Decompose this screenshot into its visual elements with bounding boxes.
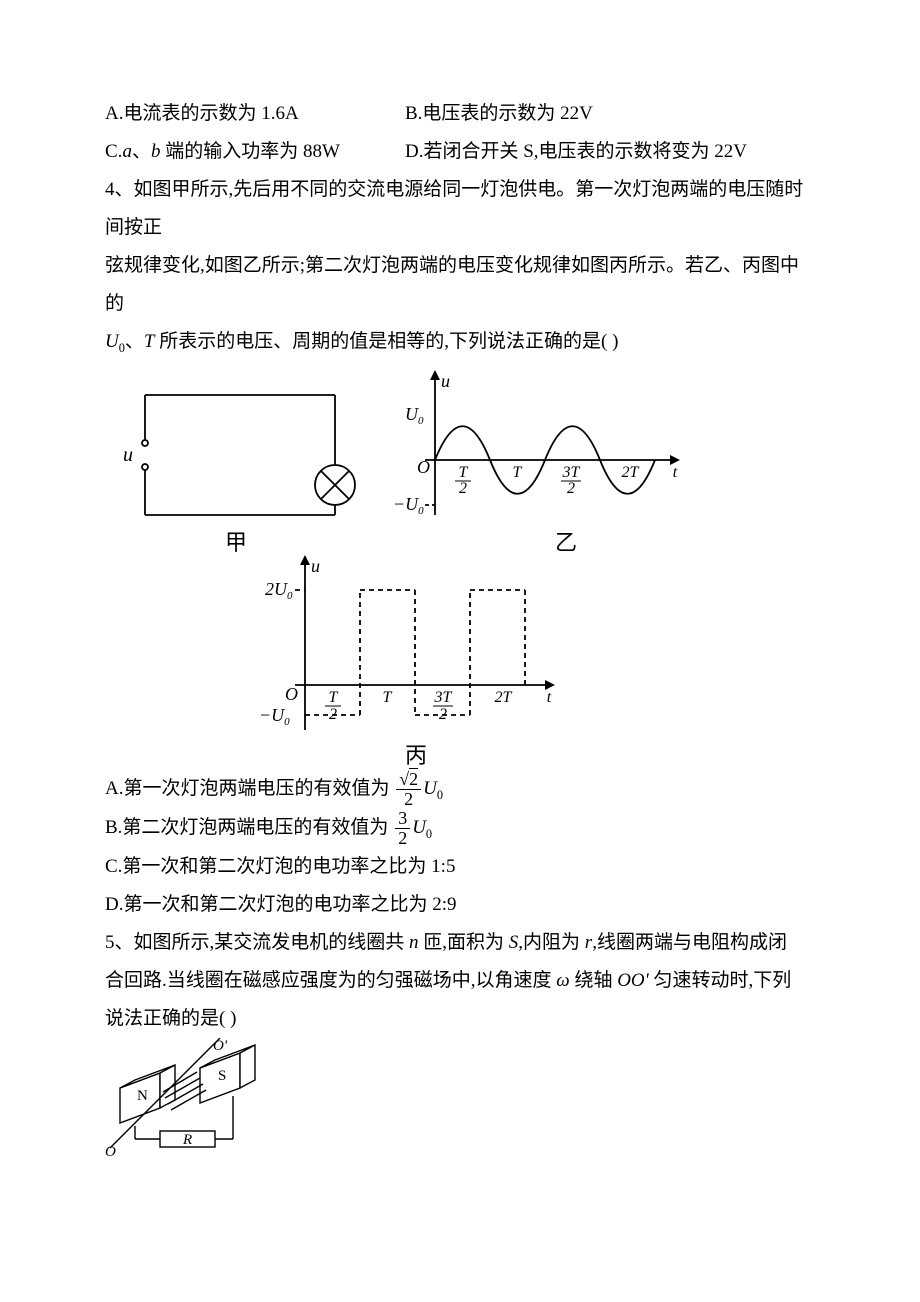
q4-optA: A.第一次灯泡两端电压的有效值为 √2 2 U0 [105, 770, 815, 809]
svg-text:O': O' [213, 1038, 228, 1054]
svg-text:T: T [329, 689, 339, 706]
svg-text:S: S [218, 1068, 226, 1084]
svg-text:2: 2 [329, 706, 337, 723]
q4-optD: D.第一次和第二次灯泡的电功率之比为 2:9 [105, 886, 815, 924]
svg-text:T: T [513, 464, 523, 481]
svg-text:2: 2 [567, 480, 575, 497]
q5-stem-line3: 说法正确的是( ) [105, 1000, 815, 1038]
q5-stem-line1: 5、如图所示,某交流发电机的线圈共 n 匝,面积为 S,内阻为 r,线圈两端与电… [105, 924, 815, 962]
q4-fig-bing: u 2U0 O −U0 T 2 T 3T 2 2T t 丙 [235, 555, 815, 770]
svg-text:2T: 2T [495, 689, 513, 706]
label-bing: 丙 [405, 743, 427, 768]
svg-text:−U0: −U0 [393, 494, 424, 517]
q3-options-row-1: A.电流表的示数为 1.6A B.电压表的示数为 22V [105, 95, 815, 133]
svg-text:3T: 3T [434, 689, 453, 706]
q4-optB: B.第二次灯泡两端电压的有效值为 3 2 U0 [105, 809, 815, 848]
q4-fig-yi: u U0 O −U0 T 2 T 3T 2 2T t 乙 [375, 365, 695, 555]
q4-optC: C.第一次和第二次灯泡的电功率之比为 1:5 [105, 848, 815, 886]
q4-stem-line3: U0、T 所表示的电压、周期的值是相等的,下列说法正确的是( ) [105, 323, 815, 361]
fraction-3-over-2: 3 2 [395, 809, 410, 848]
q4-stem-line1: 4、如图甲所示,先后用不同的交流电源给同一灯泡供电。第一次灯泡两端的电压随时间按… [105, 171, 815, 247]
q3-optA: A.电流表的示数为 1.6A [105, 95, 405, 133]
svg-text:2: 2 [439, 706, 447, 723]
svg-text:O: O [105, 1144, 116, 1158]
q4-fig-jia: u 甲 [105, 365, 365, 555]
q3-options-row-2: C.a、b 端的输入功率为 88W D.若闭合开关 S,电压表的示数将变为 22… [105, 133, 815, 171]
label-u: u [123, 444, 133, 466]
svg-text:T: T [459, 464, 469, 481]
svg-text:O: O [417, 457, 430, 477]
q3-optC: C.a、b 端的输入功率为 88W [105, 133, 405, 171]
svg-text:O: O [285, 684, 298, 704]
label-jia: 甲 [225, 530, 247, 555]
label-yi: 乙 [555, 530, 577, 555]
svg-text:u: u [441, 371, 450, 391]
q4-figures-row1: u 甲 u U0 O −U0 T [105, 365, 815, 555]
q3-optD: D.若闭合开关 S,电压表的示数将变为 22V [405, 133, 747, 171]
svg-text:N: N [137, 1088, 148, 1104]
svg-text:2: 2 [459, 480, 467, 497]
svg-text:t: t [673, 464, 678, 481]
fraction-sqrt2-over-2: √2 2 [396, 770, 421, 809]
svg-text:2U0: 2U0 [265, 579, 293, 602]
svg-text:T: T [383, 689, 393, 706]
svg-text:u: u [311, 556, 320, 576]
svg-text:U0: U0 [405, 404, 424, 427]
svg-text:3T: 3T [562, 464, 581, 481]
q5-stem-line2: 合回路.当线圈在磁感应强度为的匀强磁场中,以角速度 ω 绕轴 OO' 匀速转动时… [105, 962, 815, 1000]
svg-text:−U0: −U0 [259, 705, 290, 728]
svg-text:2T: 2T [622, 464, 640, 481]
q3-optB: B.电压表的示数为 22V [405, 95, 593, 133]
q4-stem-line2: 弦规律变化,如图乙所示;第二次灯泡两端的电压变化规律如图丙所示。若乙、丙图中的 [105, 247, 815, 323]
svg-text:t: t [547, 689, 552, 706]
svg-text:R: R [182, 1132, 192, 1148]
q5-figure: O' N S R O [105, 1038, 815, 1158]
